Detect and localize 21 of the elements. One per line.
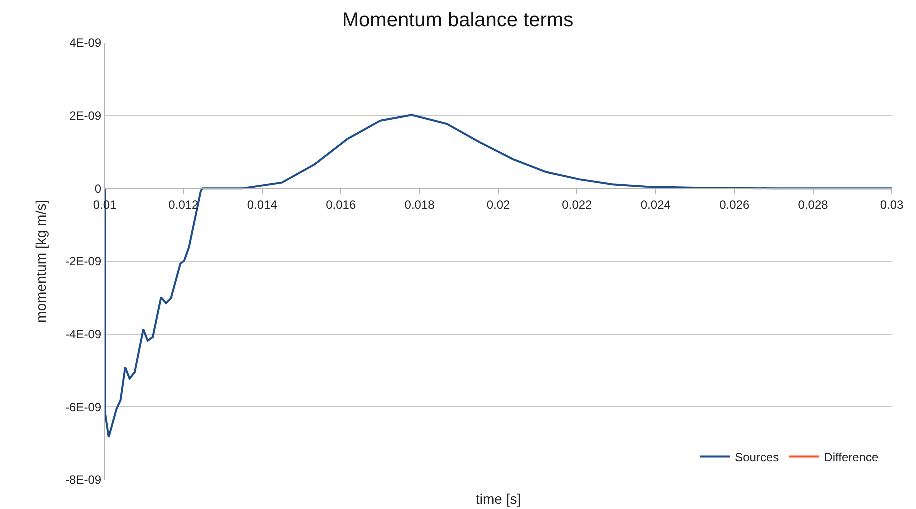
- y-tick-label: 2E-09: [70, 109, 102, 124]
- x-tick-label: 0.022: [562, 198, 593, 212]
- x-tick-label: 0.026: [720, 198, 750, 212]
- x-tick-label: 0.028: [798, 198, 829, 212]
- y-axis-title: momentum [kg m/s]: [33, 200, 50, 323]
- chart-title: Momentum balance terms: [342, 10, 574, 32]
- y-tick-label: -4E-09: [66, 328, 102, 342]
- x-tick-label: 0.024: [640, 198, 672, 212]
- y-tick-label: -8E-09: [66, 473, 102, 488]
- y-tick-label: -6E-09: [66, 400, 102, 414]
- x-tick-label: 0.02: [486, 198, 510, 212]
- legend-label: Difference: [824, 450, 879, 464]
- x-tick-label: 0.014: [247, 198, 278, 212]
- legend-label: Sources: [735, 450, 780, 464]
- x-axis-title: time [s]: [476, 491, 522, 507]
- x-tick-label: 0.018: [404, 198, 436, 212]
- x-tick-label: 0.03: [880, 198, 904, 212]
- y-tick-label: 0: [94, 182, 102, 196]
- y-tick-label: -2E-09: [66, 254, 102, 269]
- y-tick-label: 4E-09: [70, 36, 102, 50]
- x-tick-label: 0.016: [326, 198, 356, 212]
